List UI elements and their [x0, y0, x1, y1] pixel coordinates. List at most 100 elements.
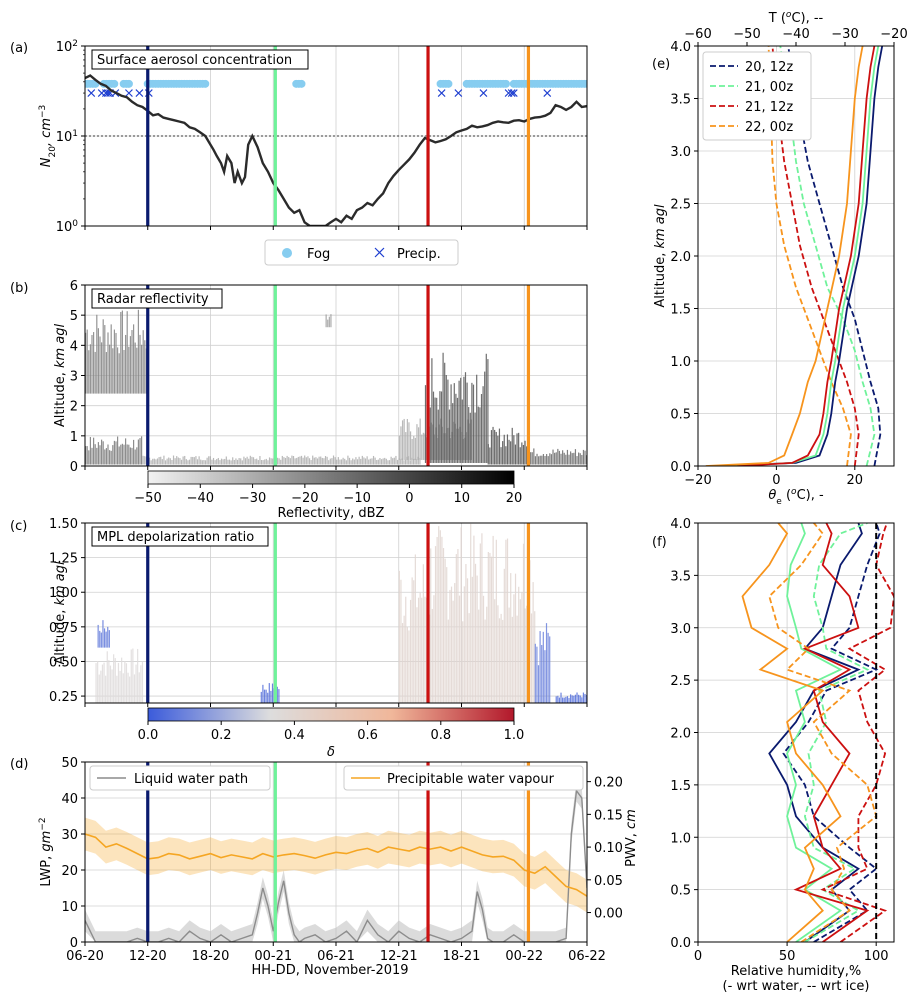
heatmap-cell — [562, 697, 564, 703]
x-axis-label: HH-DD, November-2019 — [251, 963, 408, 978]
heatmap-cell — [546, 454, 548, 465]
heatmap-cell — [513, 435, 515, 465]
colorbar-tick-label: 1.0 — [504, 728, 525, 743]
heatmap-cell — [530, 452, 532, 465]
heatmap-cell — [465, 564, 467, 703]
heatmap-cell — [419, 592, 421, 703]
panel-c-grid — [84, 522, 588, 703]
heatmap-cell — [437, 409, 439, 463]
label-part: 0 — [72, 219, 78, 229]
heatmap-cell — [184, 455, 186, 465]
heatmap-cell — [390, 456, 392, 465]
heatmap-cell — [278, 458, 280, 465]
heatmap-cell — [246, 456, 248, 465]
heatmap-cell — [479, 407, 481, 463]
label-part: km agl — [53, 323, 68, 368]
y2-tick-label: 0.10 — [594, 841, 623, 856]
heatmap-cell — [150, 460, 152, 465]
y2-axis-label: PWV, cm — [624, 809, 639, 867]
heatmap-cell — [574, 694, 577, 703]
colorbar-tick-label: −30 — [239, 491, 266, 506]
y-tick-label: 101 — [56, 129, 78, 145]
heatmap-cell — [401, 458, 403, 465]
heatmap-cell — [228, 459, 231, 465]
heatmap-cell — [201, 460, 203, 465]
heatmap-cell — [142, 330, 144, 394]
heatmap-cell — [495, 431, 497, 465]
legend-label: 21, 12z — [745, 100, 793, 115]
heatmap-cell — [323, 458, 325, 465]
heatmap-cell — [356, 459, 359, 465]
label-part: Altitude, — [653, 249, 668, 308]
heatmap-cell — [519, 599, 521, 703]
heatmap-cell — [476, 374, 478, 463]
heatmap-cell — [267, 692, 269, 703]
y-axis-label: Altitude, km agl — [53, 323, 68, 427]
heatmap-cell — [355, 457, 357, 465]
y-tick-label: 1.5 — [670, 303, 691, 318]
heatmap-cell — [571, 695, 573, 703]
heatmap-cell — [115, 332, 117, 394]
heatmap-cell — [161, 459, 163, 465]
heatmap-cell — [414, 458, 416, 465]
heatmap-cell — [524, 440, 526, 465]
heatmap-cell — [289, 458, 291, 465]
heatmap-cell — [422, 564, 424, 703]
heatmap-cell — [172, 455, 175, 465]
heatmap-cell — [249, 455, 251, 465]
heatmap-cell — [371, 458, 373, 465]
heatmap-cell — [462, 621, 464, 703]
precip-marker — [509, 89, 518, 97]
heatmap-cell — [168, 457, 170, 465]
heatmap-cell — [560, 692, 562, 703]
heatmap-cell — [409, 599, 412, 703]
heatmap-cell — [280, 459, 282, 465]
heatmap-cell — [406, 418, 408, 460]
heatmap-cell — [440, 391, 443, 463]
heatmap-cell — [118, 446, 120, 465]
heatmap-cell — [110, 324, 112, 394]
heatmap-cell — [337, 457, 339, 465]
heatmap-cell — [514, 573, 517, 703]
y-axis-label: N20, cm−3 — [38, 105, 58, 168]
fog-marker — [444, 79, 453, 88]
heatmap-cell — [190, 456, 192, 465]
heatmap-cell — [131, 447, 133, 465]
heatmap-cell — [542, 454, 545, 465]
heatmap-cell — [482, 595, 485, 703]
heatmap-cell — [124, 661, 126, 703]
heatmap-cell — [450, 384, 452, 463]
heatmap-cell — [330, 314, 332, 328]
heatmap-cell — [236, 459, 239, 465]
y-tick-label: 1.0 — [670, 831, 691, 846]
heatmap-cell — [144, 456, 146, 465]
heatmap-cell — [347, 455, 349, 465]
heatmap-cell — [233, 459, 235, 465]
heatmap-cell — [141, 661, 144, 703]
heatmap-cell — [296, 457, 298, 465]
label-part: C), - — [797, 488, 824, 503]
heatmap-cell — [217, 457, 219, 465]
heatmap-cell — [111, 669, 113, 703]
label-part: 10 — [56, 130, 73, 145]
heatmap-cell — [544, 650, 546, 703]
heatmap-cell — [495, 539, 497, 703]
heatmap-cell — [545, 623, 548, 703]
heatmap-cell — [477, 406, 479, 463]
heatmap-cell — [141, 344, 143, 394]
heatmap-cell — [268, 683, 270, 703]
heatmap-cell — [455, 393, 457, 463]
heatmap-cell — [327, 319, 329, 328]
heatmap-cell — [492, 535, 494, 703]
heatmap-cell — [404, 459, 407, 465]
heatmap-cell — [96, 447, 98, 465]
y-tick-label: 2 — [70, 400, 78, 415]
heatmap-cell — [505, 539, 507, 703]
y-tick-label: 0.50 — [49, 655, 78, 670]
colorbar-tick-label: 20 — [506, 491, 523, 506]
colorbar-label: Reflectivity, dBZ — [278, 506, 385, 521]
heatmap-cell — [455, 554, 457, 703]
label-part: km agl — [653, 204, 668, 249]
y-tick-label: 0 — [70, 460, 78, 475]
heatmap-cell — [503, 434, 505, 465]
